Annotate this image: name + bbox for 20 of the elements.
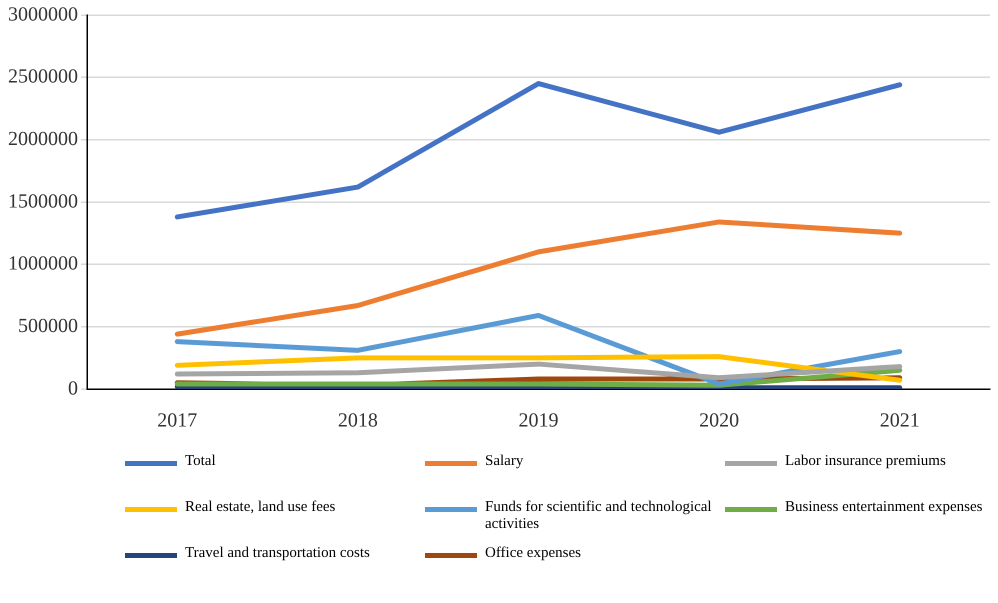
x-tick-label: 2017 xyxy=(157,409,198,432)
y-tick-label: 500000 xyxy=(18,314,78,337)
legend-label: Funds for scientific and technological activities xyxy=(485,499,713,533)
legend-label: Real estate, land use fees xyxy=(185,499,336,516)
y-tick-label: 1500000 xyxy=(8,190,78,212)
y-tick-label: 0 xyxy=(68,377,78,400)
legend-label: Business entertainment expenses xyxy=(785,499,982,516)
y-tick-label: 1000000 xyxy=(8,252,78,275)
legend-label: Labor insurance premiums xyxy=(785,453,946,470)
legend-label: Office expenses xyxy=(485,545,581,562)
x-tick-label: 2018 xyxy=(338,409,378,432)
y-tick-label: 2500000 xyxy=(8,66,78,88)
y-tick-label: 3000000 xyxy=(8,3,78,26)
legend-label: Travel and transportation costs xyxy=(185,545,370,562)
x-tick-label: 2021 xyxy=(880,409,920,432)
y-tick-label: 2000000 xyxy=(8,128,78,150)
legend-label: Salary xyxy=(485,453,524,470)
x-tick-label: 2019 xyxy=(518,409,558,432)
legend-label: Total xyxy=(185,453,216,470)
x-tick-label: 2020 xyxy=(699,409,740,432)
